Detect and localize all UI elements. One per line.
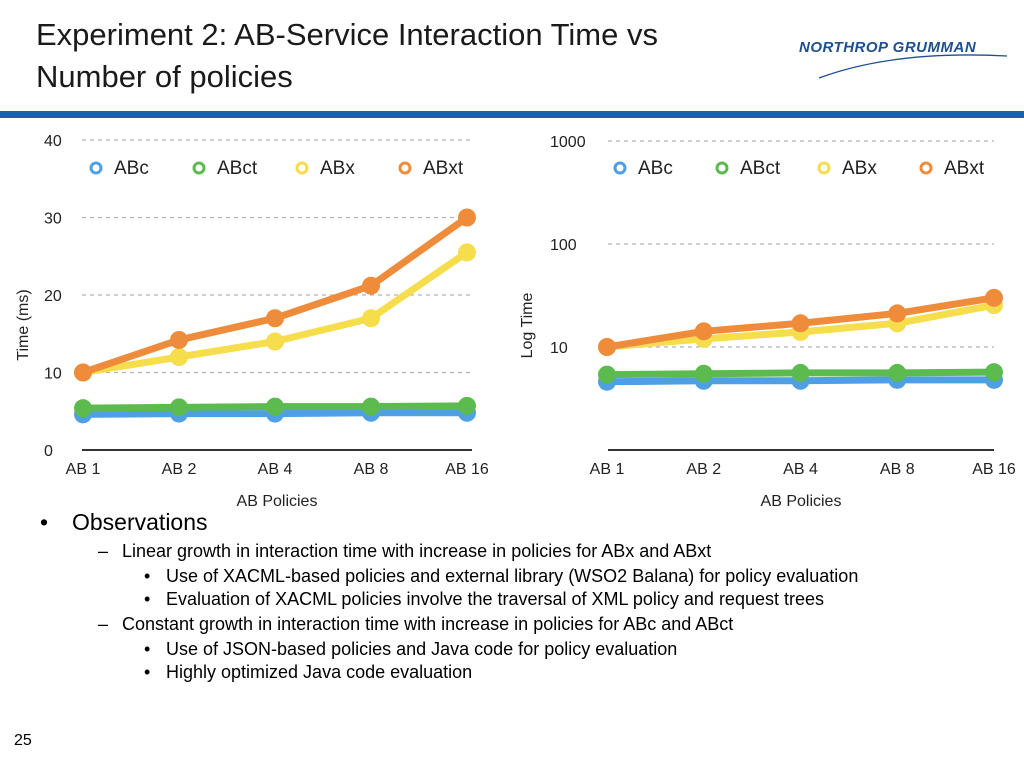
linear-chart-x-tick-ab-4: AB 4	[258, 461, 293, 478]
linear-chart-legend-abct-label: ABct	[217, 158, 258, 179]
linear-time-chart-svg: 0 10 20 30 40 AB 1 AB 2 AB 4 AB 8 AB 16 AB Policie…	[15, 133, 489, 510]
linear-chart-x-tick-ab-1: AB 1	[66, 461, 101, 478]
linear-chart-x-tick-ab-2: AB 2	[162, 461, 197, 478]
observation-xacml-traversal: Evaluation of XACML policies involve the…	[40, 589, 1010, 609]
linear-chart-series-abxt-point-ab-1	[74, 363, 92, 382]
log-chart-x-tick-ab-4: AB 4	[783, 461, 818, 478]
log-chart-series-abxt-point-ab-2	[694, 322, 713, 341]
log-chart-x-tick-ab-16: AB 16	[972, 461, 1016, 478]
observation-json-policies: Use of JSON-based policies and Java code…	[40, 639, 1010, 659]
linear-chart-y-tick-40: 40	[44, 133, 62, 150]
log-chart-x-tick-ab-2: AB 2	[686, 461, 721, 478]
linear-chart-legend-abx-label: ABx	[320, 158, 355, 179]
linear-chart-legend-abx-marker	[295, 161, 309, 175]
log-chart-y-axis-title: Log Time	[519, 292, 536, 358]
log-chart-series-abxt-point-ab-1	[598, 338, 616, 356]
linear-chart-series-abx-point-ab-2	[170, 348, 188, 366]
log-chart-legend-abxt-marker	[919, 161, 933, 175]
logo-swoosh-icon	[818, 54, 1008, 79]
observation-linear-growth: Linear growth in interaction time with i…	[40, 540, 1010, 563]
linear-chart-legend-abxt-marker	[398, 161, 412, 175]
log-chart-series-abct-point-ab-1	[598, 365, 616, 384]
observation-constant-growth: Constant growth in interaction time with…	[40, 613, 1010, 636]
log-chart-series-abct-point-ab-2	[694, 364, 713, 383]
log-chart-x-tick-ab-1: AB 1	[590, 461, 625, 478]
linear-chart-legend-abxt-label: ABxt	[423, 158, 464, 179]
observation-java-optimized: Highly optimized Java code evaluation	[40, 662, 1010, 682]
log-chart-y-tick-10: 10	[550, 340, 568, 357]
log-chart-legend-abc-marker	[613, 161, 627, 175]
log-chart-series-abct-point-ab-16	[985, 363, 1003, 382]
linear-chart-series-abct-point-ab-2	[170, 398, 188, 417]
log-time-chart-svg: 10 100 1000 AB 1 AB 2 AB 4 AB 8 AB 16 AB Policie…	[519, 134, 1016, 510]
linear-chart-series-abx-point-ab-8	[362, 309, 380, 328]
linear-chart-x-tick-ab-16: AB 16	[445, 461, 489, 478]
observations-list: Observations Linear growth in interactio…	[40, 508, 1010, 682]
linear-chart-series-abxt-point-ab-16	[458, 208, 476, 227]
log-chart-y-tick-1000: 1000	[550, 134, 586, 151]
linear-chart-y-tick-20: 20	[44, 288, 62, 305]
slide-title-line-2: Number of policies	[36, 59, 293, 94]
log-chart-x-axis-title: AB Policies	[761, 493, 842, 510]
northrop-grumman-logo: NORTHROP GRUMMAN	[799, 39, 1008, 79]
logo-wordmark: NORTHROP GRUMMAN	[799, 39, 977, 56]
linear-chart-legend-abc-marker	[89, 161, 103, 175]
page-number: 25	[14, 732, 32, 749]
log-chart-legend-abc-label: ABc	[638, 158, 673, 179]
linear-chart-series-abct-point-ab-8	[362, 397, 380, 416]
log-time-chart: 10 100 1000 AB 1 AB 2 AB 4 AB 8 AB 16 AB Policie…	[516, 126, 1024, 516]
log-chart-legend-abx-marker	[817, 161, 831, 175]
linear-chart-y-tick-10: 10	[44, 366, 62, 383]
log-chart-series-abxt-point-ab-16	[985, 288, 1003, 307]
linear-chart-series-abct-point-ab-4	[266, 397, 284, 416]
log-chart-legend-abx-label: ABx	[842, 158, 877, 179]
log-chart-series-abxt-point-ab-8	[888, 304, 907, 323]
linear-chart-series-abx-point-ab-16	[458, 243, 476, 262]
log-chart-series-abxt-point-ab-4	[791, 314, 810, 333]
linear-chart-series-abxt-point-ab-2	[170, 330, 188, 349]
linear-chart-x-axis-title: AB Policies	[237, 493, 318, 510]
linear-chart-y-axis-title: Time (ms)	[15, 289, 32, 360]
observations-heading: Observations	[40, 508, 1010, 536]
log-chart-series-abct-point-ab-4	[791, 363, 810, 382]
slide-title-line-1: Experiment 2: AB-Service Interaction Tim…	[36, 17, 658, 52]
linear-chart-x-tick-ab-8: AB 8	[354, 461, 389, 478]
log-chart-legend-abct-marker	[715, 161, 729, 175]
linear-chart-legend-abc-label: ABc	[114, 158, 149, 179]
linear-time-chart: 0 10 20 30 40 AB 1 AB 2 AB 4 AB 8 AB 16 AB Policie…	[10, 126, 500, 516]
linear-chart-series-abct-point-ab-1	[74, 399, 92, 418]
observation-xacml-library: Use of XACML-based policies and external…	[40, 566, 1010, 586]
log-chart-legend-abxt-label: ABxt	[944, 158, 985, 179]
log-chart-series-abct-point-ab-8	[888, 363, 907, 382]
linear-chart-series-abct-point-ab-16	[458, 396, 476, 415]
log-chart-legend-abct-label: ABct	[740, 158, 781, 179]
linear-chart-series-abx-point-ab-4	[266, 332, 284, 351]
linear-chart-series-abxt-point-ab-4	[266, 309, 284, 328]
linear-chart-y-tick-0: 0	[44, 443, 53, 460]
slide-title: Experiment 2: AB-Service Interaction Tim…	[36, 14, 766, 98]
log-chart-y-tick-100: 100	[550, 237, 577, 254]
linear-chart-series-abxt-point-ab-8	[362, 276, 380, 295]
linear-chart-y-tick-30: 30	[44, 211, 62, 228]
log-chart-x-tick-ab-8: AB 8	[880, 461, 915, 478]
linear-chart-legend-abct-marker	[192, 161, 206, 175]
header-divider	[0, 111, 1024, 118]
